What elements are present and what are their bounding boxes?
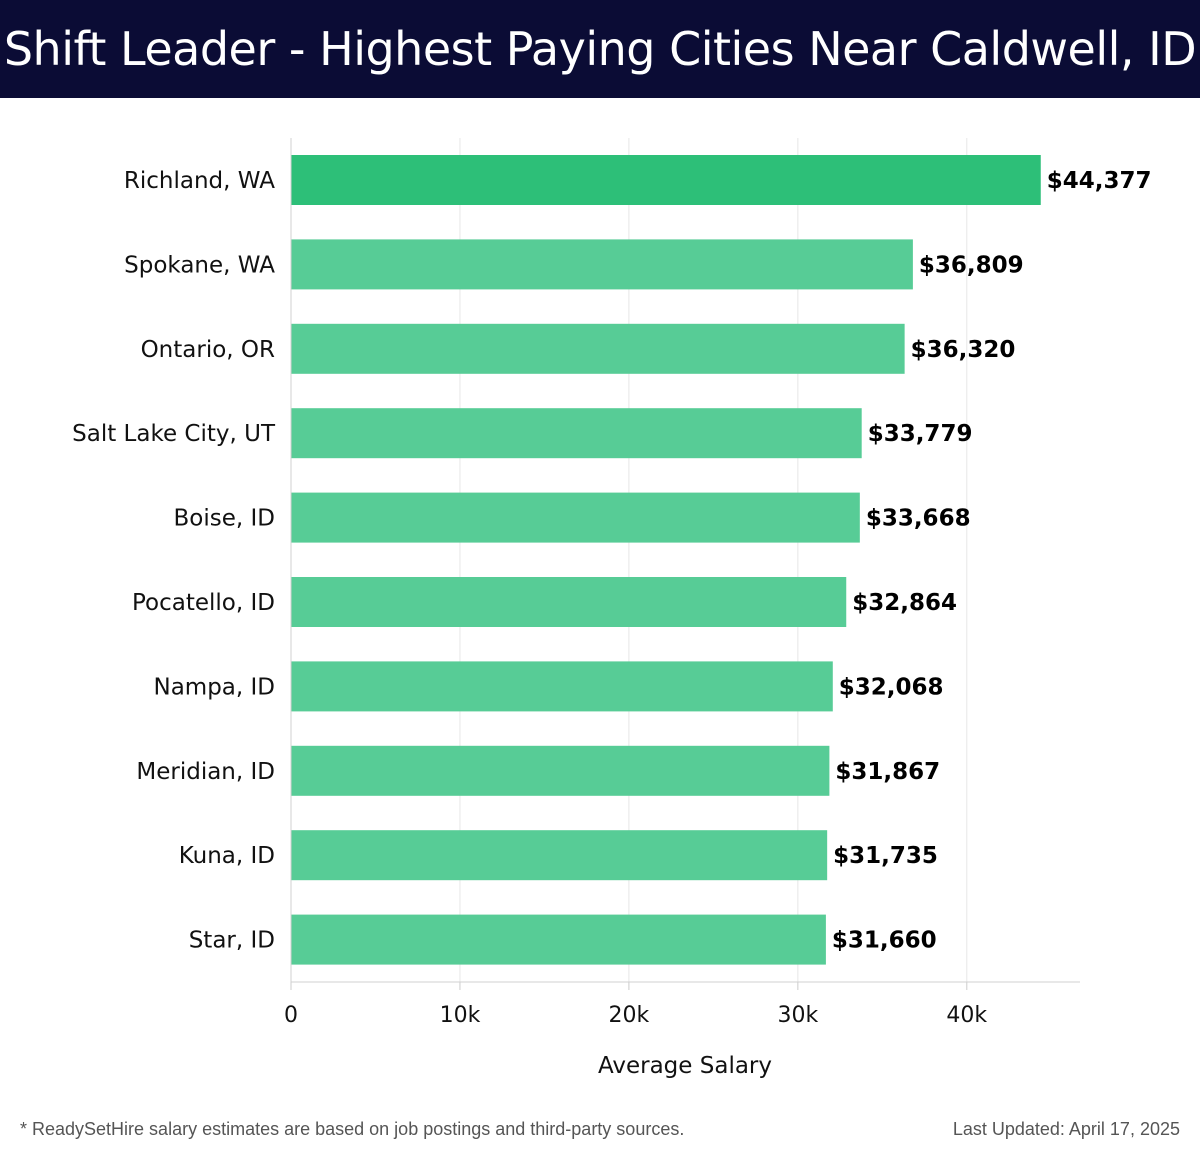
bar — [291, 239, 913, 290]
category-label: Nampa, ID — [153, 674, 275, 700]
category-label: Boise, ID — [174, 506, 276, 532]
category-label: Kuna, ID — [179, 843, 275, 869]
value-label: $32,068 — [839, 674, 944, 700]
chart-header: Shift Leader - Highest Paying Cities Nea… — [0, 0, 1200, 98]
x-axis-label: Average Salary — [598, 1053, 772, 1079]
x-tick-label: 20k — [609, 1003, 650, 1028]
bar — [291, 830, 828, 881]
bar — [291, 745, 830, 796]
category-label: Star, ID — [189, 928, 275, 954]
bar — [291, 155, 1041, 205]
bar — [291, 914, 826, 965]
bar — [291, 323, 905, 374]
value-label: $36,320 — [911, 337, 1016, 363]
category-label: Ontario, OR — [141, 337, 275, 363]
value-label: $31,867 — [835, 759, 940, 785]
bar — [291, 408, 862, 459]
x-tick-label: 40k — [946, 1003, 987, 1028]
last-updated: Last Updated: April 17, 2025 — [952, 1119, 1180, 1139]
category-label: Meridian, ID — [136, 759, 275, 785]
chart-title: Shift Leader - Highest Paying Cities Nea… — [3, 22, 1197, 76]
value-label: $31,735 — [833, 843, 938, 869]
value-label: $31,660 — [832, 928, 937, 954]
category-label: Salt Lake City, UT — [72, 421, 276, 447]
x-tick-label: 0 — [284, 1003, 298, 1028]
value-label: $32,864 — [852, 590, 957, 616]
value-label: $36,809 — [919, 252, 1024, 278]
bar — [291, 577, 847, 627]
value-label: $44,377 — [1047, 168, 1152, 194]
axes: 0 10k 20k 30k 40k Richland, WA Spokane, WA Onta… — [72, 138, 1080, 1028]
value-label: $33,668 — [866, 506, 971, 532]
bar — [291, 661, 833, 712]
bar — [291, 492, 860, 543]
category-label: Spokane, WA — [124, 252, 275, 278]
x-tick-label: 10k — [440, 1003, 481, 1028]
category-label: Pocatello, ID — [132, 590, 275, 616]
bars: $44,377 $36,809 $36,320 $33,779 $33,668 $32,8… — [291, 155, 1152, 965]
footnote: * ReadySetHire salary estimates are base… — [20, 1119, 685, 1139]
category-label: Richland, WA — [124, 168, 275, 194]
x-tick-label: 30k — [777, 1003, 818, 1028]
value-label: $33,779 — [868, 421, 973, 447]
